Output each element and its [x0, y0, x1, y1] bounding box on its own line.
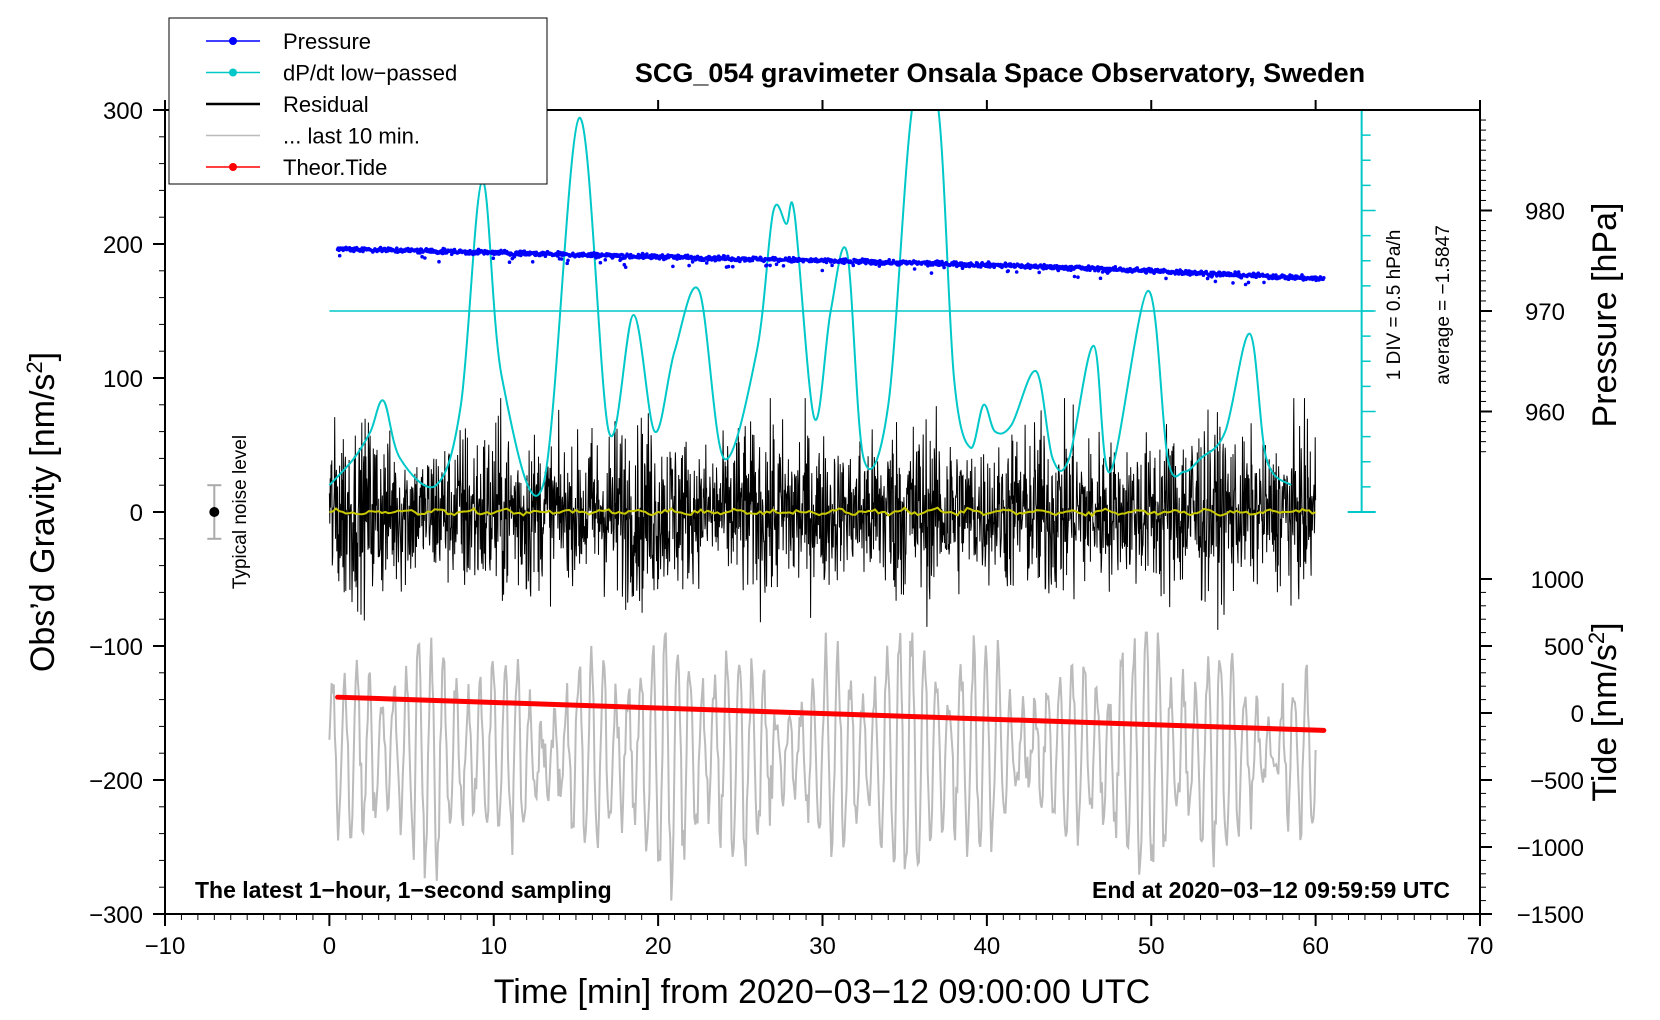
pressure-points	[335, 245, 1326, 287]
chart-title: SCG_054 gravimeter Onsala Space Observat…	[635, 58, 1365, 88]
x-tick-label: 50	[1138, 933, 1165, 960]
x-tick-label: 20	[645, 933, 672, 960]
y-axis-title-pressure: Pressure [hPa]	[1586, 203, 1624, 428]
last-10-min-line	[328, 631, 1317, 901]
dpdt-average-label: average = −1.5847	[1433, 225, 1454, 385]
x-tick-label: 40	[974, 933, 1001, 960]
noise-level-indicator	[207, 484, 222, 540]
pressure-series	[335, 245, 1326, 287]
x-tick-label: 10	[480, 933, 507, 960]
legend-marker	[229, 163, 237, 171]
y-tick-label: 100	[103, 366, 143, 393]
noise-level-label: Typical noise level	[230, 435, 251, 589]
x-axis-title: Time [min] from 2020−03−12 09:00:00 UTC	[494, 973, 1150, 1011]
tide-line	[335, 694, 1327, 733]
y-tick-label: 0	[130, 500, 143, 527]
pressure-tick-label: 960	[1525, 400, 1565, 427]
tide-tick-label: 1000	[1531, 567, 1584, 594]
y-tick-label: −200	[89, 768, 143, 795]
residual-smoothed-series	[329, 506, 1316, 518]
dpdt-scale-label: 1 DIV = 0.5 hPa/h	[1384, 230, 1405, 381]
dpdt-line	[328, 110, 1292, 497]
footer-left-note: The latest 1−hour, 1−second sampling	[195, 877, 612, 903]
legend-label: dP/dt low−passed	[283, 61, 457, 86]
legend-label: Theor.Tide	[283, 155, 387, 180]
tide-tick-label: −1000	[1517, 835, 1584, 862]
dpdt-series	[328, 110, 1374, 497]
y-axis-title-left: Obs’d Gravity [nm/s2]	[22, 352, 63, 672]
tide-tick-label: 500	[1544, 634, 1584, 661]
footer-right-note: End at 2020−03−12 09:59:59 UTC	[1092, 877, 1450, 903]
y-tick-label: −100	[89, 634, 143, 661]
legend-box	[168, 17, 548, 185]
tide-tick-label: −1500	[1517, 902, 1584, 929]
y-tick-label: 300	[103, 98, 143, 125]
last-10-min-series	[328, 631, 1317, 901]
x-tick-label: 60	[1302, 933, 1329, 960]
residual-series	[328, 398, 1317, 630]
pressure-tick-label: 970	[1525, 299, 1565, 326]
noise-bar-center	[209, 507, 220, 517]
pressure-tick-label: 980	[1525, 199, 1565, 226]
axes: −10 0 10 20 30 40 50 60 703002001000−100−200−300…	[89, 98, 1584, 960]
legend-marker	[229, 68, 237, 77]
y-tick-label: −300	[89, 902, 143, 929]
legend-marker	[229, 37, 237, 45]
legend-label: Pressure	[283, 29, 371, 54]
residual-smoothed-line	[329, 506, 1316, 518]
dpdt-scale-bar	[1347, 109, 1376, 513]
y-axis-title-tide: Tide [nm/s2]	[1584, 622, 1625, 801]
x-tick-label: 0	[323, 933, 336, 960]
legend-label: Residual	[283, 92, 369, 117]
tide-tick-label: −500	[1530, 768, 1584, 795]
legend: Pressure dP/dt low−passed Residual ... last…	[168, 17, 548, 185]
x-tick-label: 30	[809, 933, 836, 960]
legend-label: ... last 10 min.	[283, 124, 420, 149]
tide-tick-label: 0	[1571, 701, 1584, 728]
x-tick-label: −10	[145, 933, 186, 960]
x-tick-label: 70	[1467, 933, 1494, 960]
theoretical-tide-series	[335, 694, 1327, 733]
residual-line	[328, 398, 1317, 630]
y-tick-label: 200	[103, 232, 143, 259]
